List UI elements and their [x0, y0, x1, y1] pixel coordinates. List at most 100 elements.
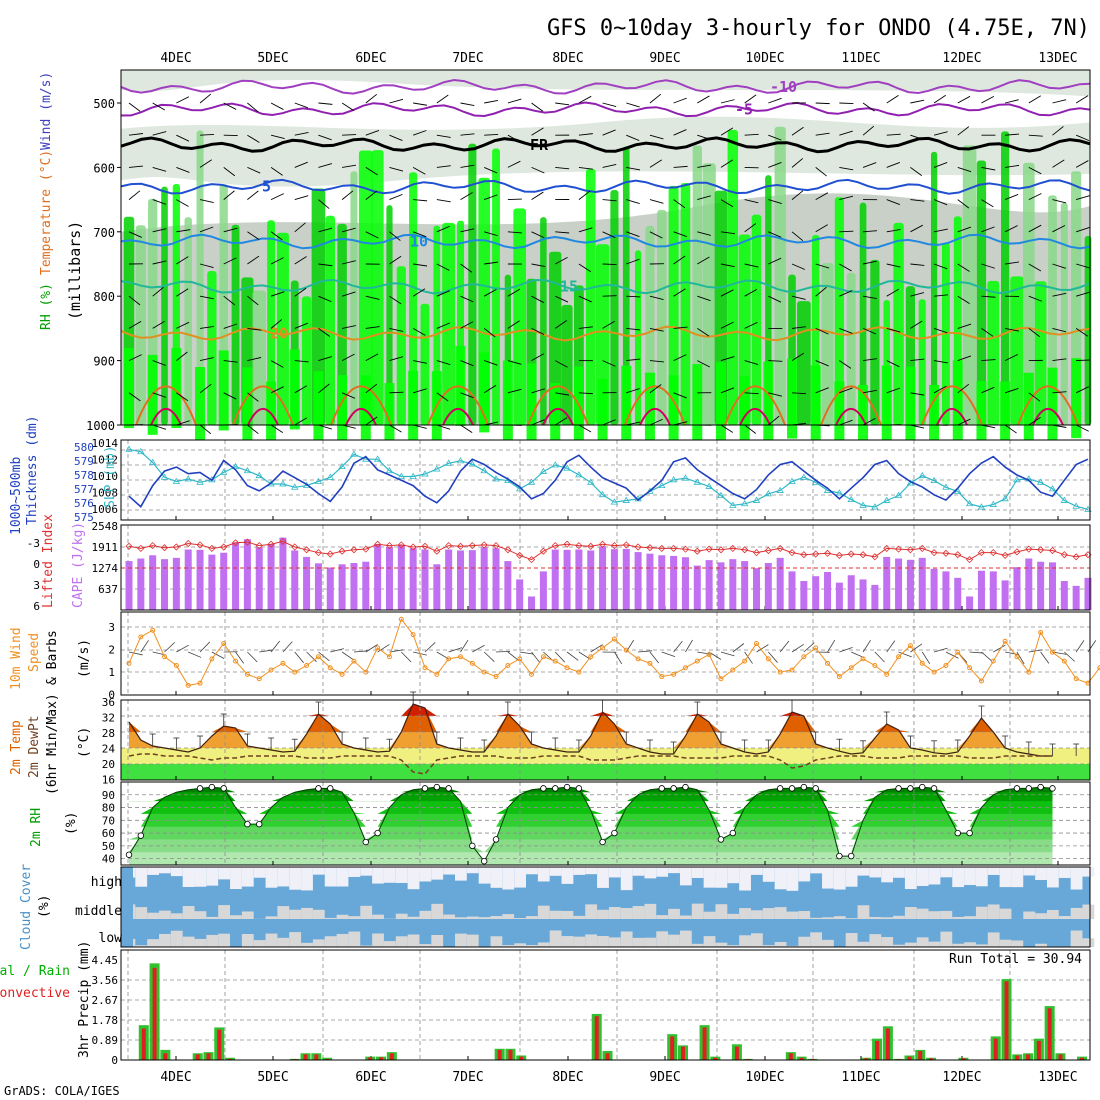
slp-marker: [989, 500, 997, 507]
slp-marker: [468, 460, 477, 467]
wind-barb: [413, 199, 428, 202]
wind-barb: [839, 130, 853, 136]
wind-barb: [199, 383, 212, 394]
cloud-layer-bar: [597, 936, 609, 947]
wind10-barb: [294, 651, 304, 664]
slp-marker: [373, 455, 382, 462]
cloud-layer-bar: [999, 939, 1012, 947]
rh-marker: [812, 785, 819, 792]
rh-marker: [575, 785, 583, 792]
wind10-marker: [197, 680, 203, 686]
li-marker: [587, 542, 595, 550]
rh-marker: [125, 851, 133, 858]
cape-bar: [1084, 577, 1092, 610]
upper-ylabel-temp: Temperature (°C): [39, 150, 54, 275]
wind10-marker: [221, 640, 227, 646]
top-date-label: 8DEC: [552, 51, 583, 66]
wind-barb: [199, 263, 214, 269]
wind-barb: [247, 327, 262, 331]
temperature-contour: [120, 101, 1091, 118]
wind-barb: [886, 263, 901, 268]
cloud-high-bar: [312, 867, 325, 875]
wind10-marker: [339, 671, 345, 677]
cloud-layer-bar: [253, 940, 266, 947]
cape-bar: [989, 571, 997, 610]
upper-ylabel-wind: Wind (m/s): [39, 72, 54, 150]
wind10-marker: [765, 656, 771, 662]
temp-tick-label: 32: [102, 712, 115, 725]
cloud-layer-bar: [147, 939, 159, 947]
wind-barb: [791, 392, 807, 395]
wind-barb: [294, 360, 309, 363]
li-marker: [729, 544, 737, 552]
slp-marker: [551, 461, 559, 468]
wind-barb: [247, 166, 261, 174]
cloud-layer-bar: [324, 917, 337, 919]
li-marker: [551, 542, 559, 550]
wind10-barb: [259, 649, 274, 653]
cape-bar: [137, 558, 145, 610]
cloud-high-bar: [703, 867, 716, 888]
rh-marker: [966, 829, 973, 837]
cloud-high-bar: [419, 867, 432, 882]
wind10-marker: [505, 663, 511, 669]
li-tick-label: 6: [33, 600, 40, 613]
bottom-date-label: 8DEC: [552, 1070, 583, 1085]
wind10-tick-label: 3: [108, 621, 115, 634]
cape-bar: [338, 564, 346, 610]
wind-barb: [531, 102, 544, 112]
wind-barb: [483, 384, 497, 394]
wind-barb: [389, 391, 404, 394]
rh-plume: [1010, 276, 1024, 425]
cape-bar: [350, 563, 358, 610]
wind-barb: [247, 295, 259, 306]
rh-plume: [420, 303, 430, 425]
wind10-barb: [768, 651, 778, 663]
cloud-ylabel-b: (%): [37, 895, 52, 918]
wind-barb: [294, 161, 308, 168]
cape-bar: [480, 547, 488, 610]
cloud-edge: [121, 867, 133, 947]
cape-tick-label: 2548: [92, 520, 119, 533]
rh-surface-band: [810, 365, 821, 446]
wind10-barb: [401, 651, 412, 663]
precip-tick-label: 1.78: [92, 1014, 119, 1027]
cloud-layer-bar: [301, 942, 313, 947]
cape-bar: [752, 568, 760, 610]
wind-barb: [413, 102, 428, 106]
wind10-marker: [919, 660, 925, 666]
cloud-layer-bar: [455, 917, 467, 919]
slp-marker: [243, 466, 252, 474]
cloud-layer-bar: [774, 941, 787, 947]
thk-frame: [120, 439, 1091, 521]
cape-bar: [966, 596, 974, 610]
wind10-barb: [424, 642, 436, 653]
wind10-marker: [623, 647, 629, 653]
top-date-label: 4DEC: [160, 51, 191, 66]
cape-frame: [120, 524, 1091, 611]
warm-dome-contour: [232, 385, 294, 426]
cape-ylabels: Lifted Index CAPE (J/kg): [41, 514, 86, 608]
cloud-high-bar: [845, 867, 858, 887]
rh-plume: [622, 146, 630, 426]
contour-label: -10: [770, 78, 797, 96]
rh-plume: [1022, 162, 1035, 425]
slp-marker: [587, 478, 595, 485]
wind-barb: [862, 260, 877, 265]
slp-marker: [622, 496, 630, 503]
li-marker: [267, 540, 275, 548]
wind10-barb: [839, 647, 853, 653]
wind-barb: [910, 358, 925, 362]
cloud-layer-bar: [182, 906, 195, 919]
slp-marker: [291, 483, 299, 490]
wind-barb: [152, 166, 167, 172]
wind10-marker: [907, 643, 913, 649]
cape-bar: [764, 563, 772, 610]
wind-barb: [460, 295, 474, 303]
wind-barb: [128, 102, 141, 112]
cloud-high-bar: [975, 867, 988, 887]
bottom-date-label: 7DEC: [452, 1070, 483, 1085]
cloud-layer-bar: [419, 910, 432, 919]
wind-barb: [318, 163, 333, 168]
wind-barb: [555, 231, 570, 234]
